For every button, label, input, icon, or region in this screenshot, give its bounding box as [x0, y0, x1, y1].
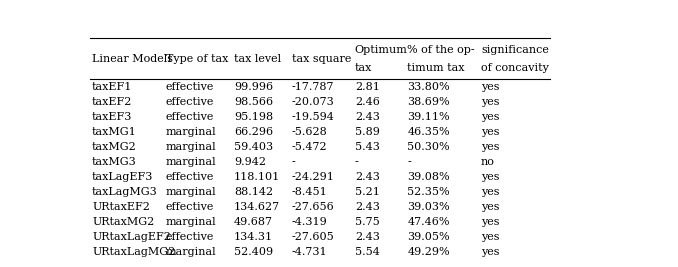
Text: taxLagEF3: taxLagEF3	[92, 172, 153, 182]
Text: yes: yes	[481, 247, 500, 257]
Text: effective: effective	[165, 172, 214, 182]
Text: -20.073: -20.073	[292, 97, 334, 107]
Text: 5.75: 5.75	[355, 217, 380, 227]
Text: 49.29%: 49.29%	[407, 247, 450, 257]
Text: Type of tax: Type of tax	[165, 54, 228, 64]
Text: marginal: marginal	[165, 187, 216, 197]
Text: 134.627: 134.627	[234, 202, 280, 212]
Text: of concavity: of concavity	[481, 63, 549, 73]
Text: 99.996: 99.996	[234, 82, 273, 92]
Text: 9.942: 9.942	[234, 157, 266, 167]
Text: effective: effective	[165, 82, 214, 92]
Text: 66.296: 66.296	[234, 127, 273, 137]
Text: 118.101: 118.101	[234, 172, 280, 182]
Text: -27.656: -27.656	[292, 202, 334, 212]
Text: 2.43: 2.43	[355, 232, 380, 242]
Text: 52.35%: 52.35%	[407, 187, 450, 197]
Text: -: -	[292, 157, 296, 167]
Text: marginal: marginal	[165, 217, 216, 227]
Text: -8.451: -8.451	[292, 187, 327, 197]
Text: -19.594: -19.594	[292, 112, 335, 122]
Text: -4.731: -4.731	[292, 247, 327, 257]
Text: 59.403: 59.403	[234, 142, 273, 152]
Text: % of the op-: % of the op-	[407, 45, 475, 55]
Text: yes: yes	[481, 202, 500, 212]
Text: 5.21: 5.21	[355, 187, 380, 197]
Text: 39.08%: 39.08%	[407, 172, 450, 182]
Text: yes: yes	[481, 217, 500, 227]
Text: 52.409: 52.409	[234, 247, 273, 257]
Text: 49.687: 49.687	[234, 217, 273, 227]
Text: -17.787: -17.787	[292, 82, 334, 92]
Text: 39.05%: 39.05%	[407, 232, 450, 242]
Text: yes: yes	[481, 187, 500, 197]
Text: yes: yes	[481, 142, 500, 152]
Text: yes: yes	[481, 82, 500, 92]
Text: Optimum: Optimum	[355, 45, 407, 55]
Text: 98.566: 98.566	[234, 97, 273, 107]
Text: 5.89: 5.89	[355, 127, 380, 137]
Text: -24.291: -24.291	[292, 172, 335, 182]
Text: 33.80%: 33.80%	[407, 82, 450, 92]
Text: URtaxEF2: URtaxEF2	[92, 202, 150, 212]
Text: taxMG3: taxMG3	[92, 157, 137, 167]
Text: tax level: tax level	[234, 54, 281, 64]
Text: -27.605: -27.605	[292, 232, 334, 242]
Text: taxEF3: taxEF3	[92, 112, 132, 122]
Text: effective: effective	[165, 112, 214, 122]
Text: 39.03%: 39.03%	[407, 202, 450, 212]
Text: no: no	[481, 157, 495, 167]
Text: -5.628: -5.628	[292, 127, 327, 137]
Text: marginal: marginal	[165, 127, 216, 137]
Text: -: -	[355, 157, 359, 167]
Text: marginal: marginal	[165, 142, 216, 152]
Text: yes: yes	[481, 97, 500, 107]
Text: yes: yes	[481, 172, 500, 182]
Text: 88.142: 88.142	[234, 187, 273, 197]
Text: marginal: marginal	[165, 157, 216, 167]
Text: URtaxLagEF2: URtaxLagEF2	[92, 232, 171, 242]
Text: URtaxMG2: URtaxMG2	[92, 217, 155, 227]
Text: yes: yes	[481, 232, 500, 242]
Text: taxEF2: taxEF2	[92, 97, 132, 107]
Text: 50.30%: 50.30%	[407, 142, 450, 152]
Text: 39.11%: 39.11%	[407, 112, 450, 122]
Text: tax square: tax square	[292, 54, 351, 64]
Text: effective: effective	[165, 232, 214, 242]
Text: tax: tax	[355, 63, 372, 73]
Text: 2.81: 2.81	[355, 82, 380, 92]
Text: 38.69%: 38.69%	[407, 97, 450, 107]
Text: taxLagMG3: taxLagMG3	[92, 187, 158, 197]
Text: URtaxLagMG2: URtaxLagMG2	[92, 247, 176, 257]
Text: yes: yes	[481, 112, 500, 122]
Text: 134.31: 134.31	[234, 232, 273, 242]
Text: 5.43: 5.43	[355, 142, 380, 152]
Text: taxEF1: taxEF1	[92, 82, 132, 92]
Text: 2.43: 2.43	[355, 202, 380, 212]
Text: 5.54: 5.54	[355, 247, 380, 257]
Text: 95.198: 95.198	[234, 112, 273, 122]
Text: 2.43: 2.43	[355, 112, 380, 122]
Text: 2.43: 2.43	[355, 172, 380, 182]
Text: taxMG2: taxMG2	[92, 142, 137, 152]
Text: -4.319: -4.319	[292, 217, 327, 227]
Text: -5.472: -5.472	[292, 142, 327, 152]
Text: yes: yes	[481, 127, 500, 137]
Text: marginal: marginal	[165, 247, 216, 257]
Text: effective: effective	[165, 97, 214, 107]
Text: timum tax: timum tax	[407, 63, 465, 73]
Text: 47.46%: 47.46%	[407, 217, 450, 227]
Text: 2.46: 2.46	[355, 97, 380, 107]
Text: Linear Models: Linear Models	[92, 54, 173, 64]
Text: 46.35%: 46.35%	[407, 127, 450, 137]
Text: significance: significance	[481, 45, 549, 55]
Text: -: -	[407, 157, 411, 167]
Text: effective: effective	[165, 202, 214, 212]
Text: taxMG1: taxMG1	[92, 127, 137, 137]
